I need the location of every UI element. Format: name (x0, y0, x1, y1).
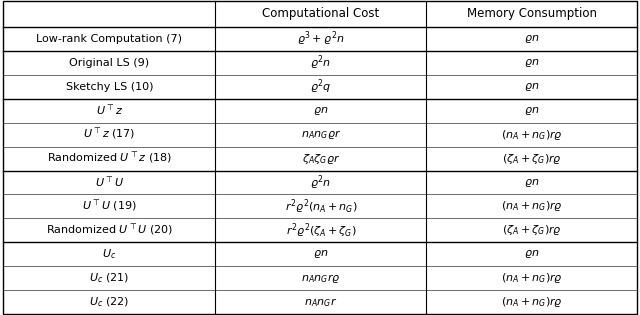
Text: $n_A n_G r\varrho$: $n_A n_G r\varrho$ (301, 272, 340, 285)
Text: Memory Consumption: Memory Consumption (467, 7, 596, 20)
Text: $n_A n_G r$: $n_A n_G r$ (305, 296, 337, 309)
Text: $\varrho n$: $\varrho n$ (524, 176, 540, 188)
Text: $\varrho n$: $\varrho n$ (524, 33, 540, 45)
Text: Randomized $U^\top z$ (18): Randomized $U^\top z$ (18) (47, 151, 172, 166)
Text: $U^\top z$: $U^\top z$ (96, 104, 123, 117)
Text: $(\zeta_A + \zeta_G)r\varrho$: $(\zeta_A + \zeta_G)r\varrho$ (502, 223, 561, 238)
Text: Computational Cost: Computational Cost (262, 7, 380, 20)
Text: Original LS (9): Original LS (9) (69, 58, 149, 68)
Text: $(n_A + n_G)r\varrho$: $(n_A + n_G)r\varrho$ (500, 295, 563, 309)
Text: $\varrho^2 n$: $\varrho^2 n$ (310, 173, 332, 192)
Text: $U^\top U$: $U^\top U$ (95, 175, 124, 190)
Text: $\varrho^2 q$: $\varrho^2 q$ (310, 77, 332, 96)
Text: $\zeta_A\zeta_G\varrho r$: $\zeta_A\zeta_G\varrho r$ (302, 152, 340, 166)
Text: $\varrho n$: $\varrho n$ (313, 105, 328, 117)
Text: $(\zeta_A + \zeta_G)r\varrho$: $(\zeta_A + \zeta_G)r\varrho$ (502, 152, 561, 166)
Text: Low-rank Computation (7): Low-rank Computation (7) (36, 34, 182, 44)
Text: $r^2\varrho^2(\zeta_A + \zeta_G)$: $r^2\varrho^2(\zeta_A + \zeta_G)$ (285, 221, 356, 240)
Text: $n_A n_G \varrho r$: $n_A n_G \varrho r$ (301, 128, 341, 141)
Text: $(n_A + n_G)r\varrho$: $(n_A + n_G)r\varrho$ (500, 199, 563, 214)
Text: $U_c$: $U_c$ (102, 248, 116, 261)
Text: $U^\top z$ (17): $U^\top z$ (17) (83, 127, 136, 142)
Text: $(n_A + n_G)r\varrho$: $(n_A + n_G)r\varrho$ (500, 272, 563, 285)
Text: $U_c$ (22): $U_c$ (22) (89, 295, 129, 309)
Text: $\varrho n$: $\varrho n$ (524, 57, 540, 69)
Text: $U_c$ (21): $U_c$ (21) (89, 272, 129, 285)
Text: $\varrho n$: $\varrho n$ (524, 249, 540, 261)
Text: $(n_A + n_G)r\varrho$: $(n_A + n_G)r\varrho$ (500, 128, 563, 141)
Text: $r^2\varrho^2(n_A + n_G)$: $r^2\varrho^2(n_A + n_G)$ (285, 197, 357, 216)
Text: $\varrho n$: $\varrho n$ (524, 105, 540, 117)
Text: $U^\top U$ (19): $U^\top U$ (19) (82, 199, 137, 214)
Text: $\varrho^2 n$: $\varrho^2 n$ (310, 53, 332, 72)
Text: Sketchy LS (10): Sketchy LS (10) (65, 82, 153, 92)
Text: Randomized $U^\top U$ (20): Randomized $U^\top U$ (20) (45, 223, 173, 238)
Text: $\varrho^3 + \varrho^2 n$: $\varrho^3 + \varrho^2 n$ (297, 29, 345, 48)
Text: $\varrho n$: $\varrho n$ (313, 249, 328, 261)
Text: $\varrho n$: $\varrho n$ (524, 81, 540, 93)
